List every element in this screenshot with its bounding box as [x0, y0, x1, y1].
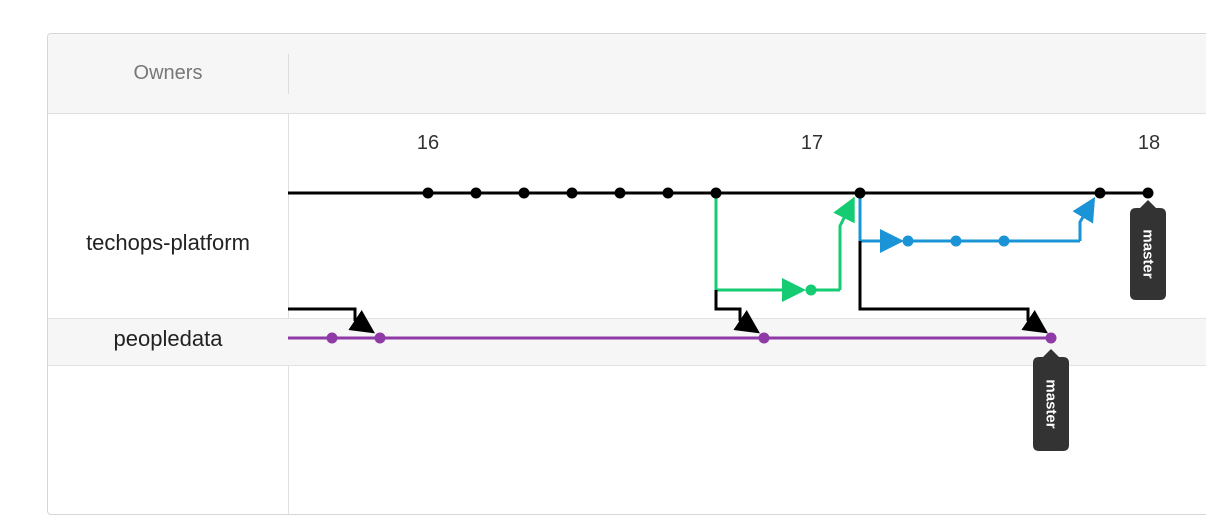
commit-dot[interactable]: [1094, 187, 1106, 199]
commit-graph[interactable]: 16 17 18 master: [0, 0, 1206, 498]
owner-column-divider: [288, 114, 289, 514]
feature-branch-blue: [858, 193, 904, 253]
merge-arrow-green: [833, 196, 855, 290]
fork-path: [714, 290, 760, 334]
commit-dot[interactable]: [1045, 332, 1057, 344]
commit-dot[interactable]: [950, 235, 962, 247]
branch-label-bubble: [1130, 200, 1166, 300]
commit-dot[interactable]: [470, 187, 482, 199]
repo-label-techops-platform[interactable]: techops-platform: [86, 230, 250, 255]
branch-label-peopledata-master[interactable]: master: [1033, 349, 1069, 451]
commit-dot[interactable]: [805, 284, 817, 296]
fork-path: [858, 241, 1048, 334]
branch-label-text: master: [1140, 229, 1157, 278]
tick-label: 17: [801, 132, 823, 154]
commit-dot[interactable]: [854, 187, 866, 199]
commit-dot[interactable]: [710, 187, 722, 199]
commit-dot[interactable]: [902, 235, 914, 247]
commit-dot[interactable]: [326, 332, 338, 344]
commit-dot[interactable]: [614, 187, 626, 199]
repo-row-peopledata: [48, 318, 1206, 366]
commit-dot[interactable]: [758, 332, 770, 344]
repo-label-peopledata[interactable]: peopledata: [113, 326, 223, 351]
commit-dot[interactable]: [422, 187, 434, 199]
commit-dot[interactable]: [374, 332, 386, 344]
tick-label: 18: [1138, 132, 1160, 154]
network-graph-panel: Owners techops-platform peopledata: [47, 33, 1206, 515]
commit-dot[interactable]: [518, 187, 530, 199]
header-divider: [288, 54, 289, 94]
branch-label-text: master: [1043, 379, 1060, 428]
branch-label-bubble: [1033, 349, 1069, 451]
tick-label: 16: [417, 132, 439, 154]
merge-arrow-blue: [1072, 196, 1096, 241]
owners-column-header: Owners: [133, 62, 203, 84]
feature-branch-green: [714, 193, 806, 302]
branch-label-techops-master[interactable]: master: [1130, 200, 1166, 300]
commit-dot[interactable]: [662, 187, 674, 199]
commit-dot[interactable]: [1142, 187, 1154, 199]
fork-path: [288, 307, 375, 334]
commit-dot[interactable]: [998, 235, 1010, 247]
commit-dot[interactable]: [566, 187, 578, 199]
header-row: Owners: [48, 34, 1206, 114]
